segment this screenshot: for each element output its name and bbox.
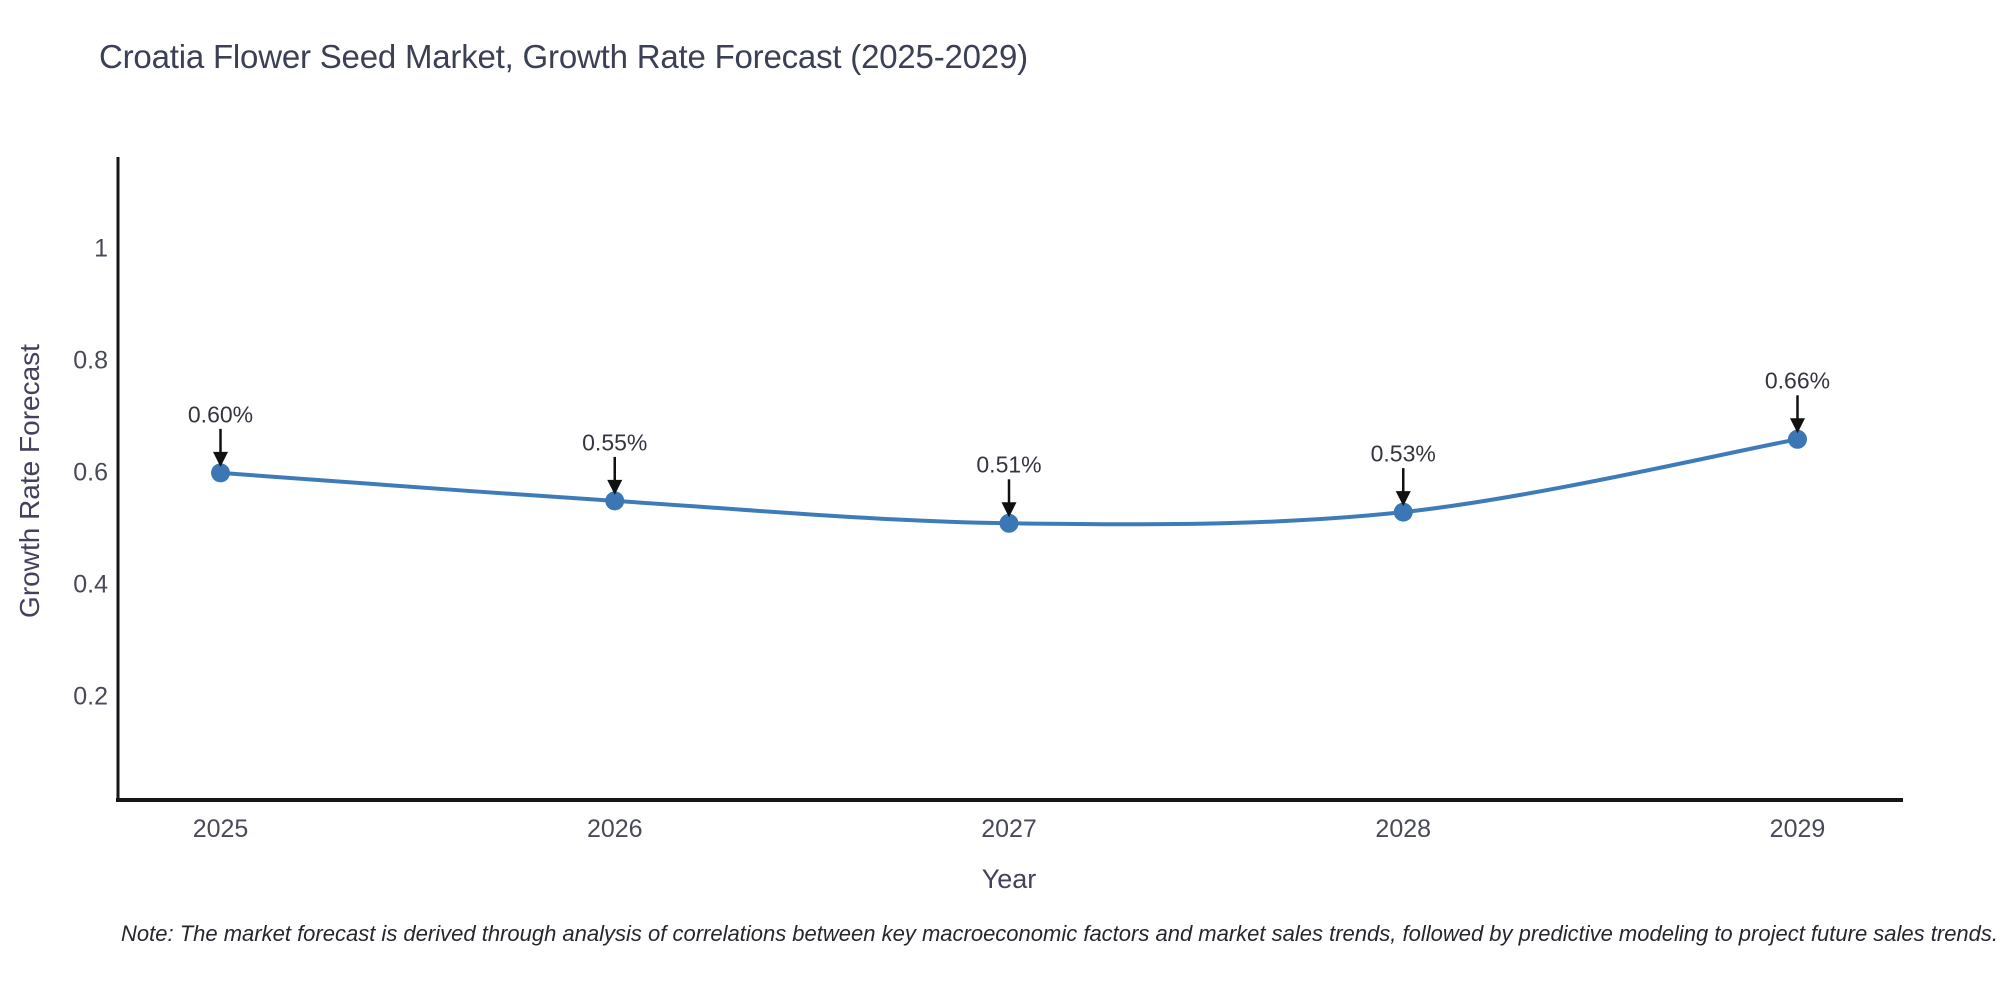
data-point-marker[interactable] [211,463,231,483]
data-point-marker[interactable] [1393,502,1413,522]
y-tick-label: 0.2 [73,682,108,711]
point-annotation: 0.66% [1764,367,1831,394]
point-annotation: 0.60% [187,401,254,428]
chart-title: Croatia Flower Seed Market, Growth Rate … [99,38,1028,75]
y-tick-label: 1 [94,234,108,263]
y-tick-label: 0.8 [73,346,108,375]
data-point-marker[interactable] [1787,429,1807,449]
x-tick-label: 2029 [1769,815,1826,843]
annotation-arrowhead [1395,491,1411,507]
data-point-marker[interactable] [605,491,625,511]
x-tick-label: 2026 [586,815,643,843]
y-tick-label: 0.4 [73,570,108,599]
data-point-marker[interactable] [999,513,1019,533]
x-tick-label: 2027 [981,815,1037,843]
footnote: Note: The market forecast is derived thr… [121,921,1999,946]
annotation-arrowhead [1001,502,1017,518]
annotation-arrowhead [213,451,229,467]
x-axis-title: Year [981,864,1037,894]
annotation-arrowhead [1789,418,1805,434]
point-annotation: 0.51% [976,451,1042,478]
x-tick-label: 2028 [1375,815,1432,843]
annotation-arrowhead [607,479,623,495]
y-tick-label: 0.6 [73,458,108,487]
x-tick-label: 2025 [192,815,249,843]
point-annotation: 0.53% [1370,440,1436,467]
point-annotation: 0.55% [582,429,648,456]
